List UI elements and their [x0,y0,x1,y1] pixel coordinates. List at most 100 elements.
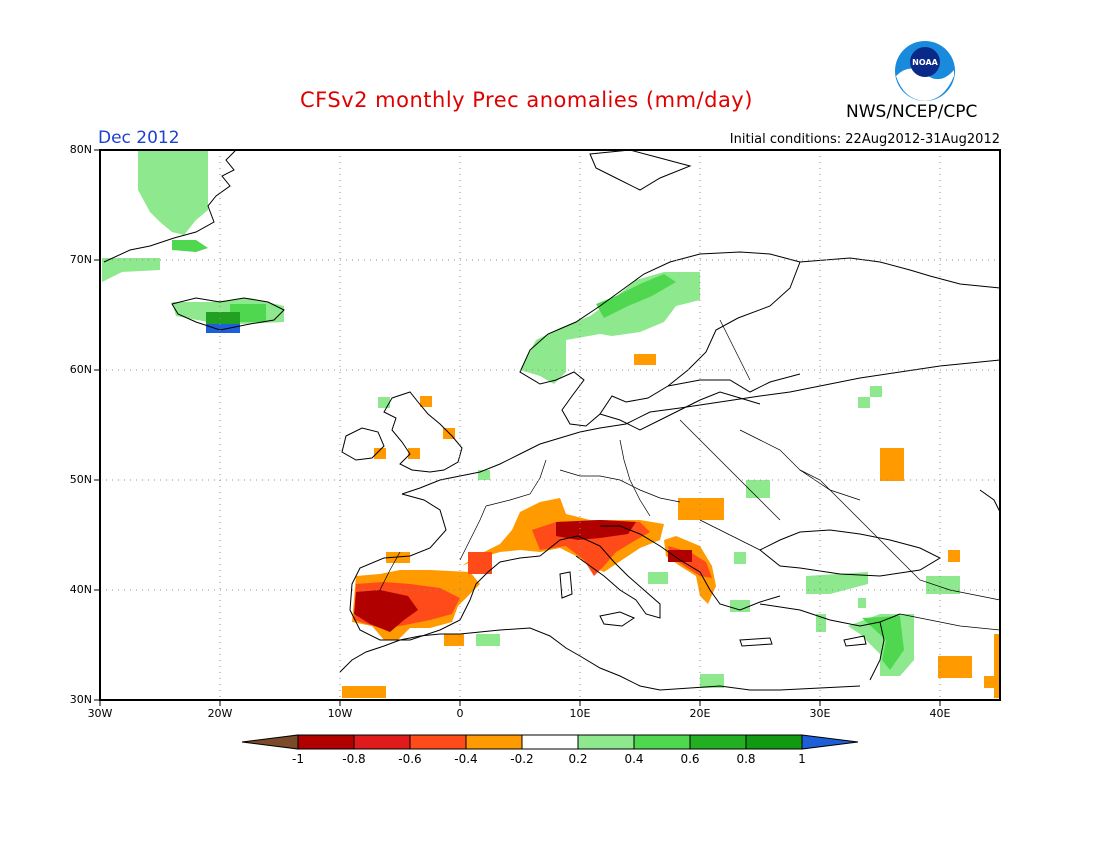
ireland-orange-anomaly [374,448,386,459]
colorbar-tick-8: 0.6 [680,752,700,766]
lon-label-10w: 10W [327,707,353,720]
cyprus-coast [843,635,867,647]
bosnia-green [734,552,746,564]
border-5 [739,429,861,501]
border-2 [559,469,681,503]
blacksea-coast [759,529,942,577]
biscay-coast [349,493,541,641]
lon-label-0: 0 [456,707,464,720]
scandinavia-coast [519,251,801,427]
iberia-darkred-anomaly [354,590,418,632]
lon-label-10e: 10E [569,707,591,720]
lat-label-70n: 70N [69,253,92,266]
spain-north-anomaly [386,552,410,563]
colorbar-bin-6 [577,734,635,750]
border-11 [899,613,1001,631]
turkey-coast [759,603,901,627]
colorbar-tick-6: 0.2 [568,752,588,766]
border-1 [485,459,547,507]
crete-coast [739,637,773,647]
colorbar-bin-2 [353,734,411,750]
balkan-darkred-anomaly [668,550,692,562]
lat-label-50n: 50N [69,473,92,486]
greenland-coast-anomaly [102,258,160,282]
sicily-coast [599,611,636,627]
noaa-logo-icon: NOAA [895,41,955,101]
logo-text: NOAA [912,58,938,67]
colorbar-bin-9 [745,734,803,750]
ukraine-green-anomaly [746,480,770,498]
hungary-orange-anomaly [678,498,724,520]
gibraltar-anomaly [444,634,464,646]
borders [379,319,1001,631]
caspian-orange [948,550,960,562]
border-4 [679,419,781,521]
continent-coast [401,359,1001,495]
colorbar-tick-5: -0.2 [510,752,534,766]
lat-label-40n: 40N [69,583,92,596]
greenland-east-anomaly [172,240,208,252]
border-8 [799,469,881,541]
graticule [100,150,1000,700]
norway-positive-anomaly [520,272,700,384]
italy-darkred-anomaly [556,520,636,540]
colorbar-bin-7 [633,734,691,750]
uk-orange-anomaly-1 [420,396,432,407]
turkey-green-anomaly [806,572,868,594]
africa-coast [339,627,861,691]
ireland-coast [341,427,385,461]
caspian-coast [979,489,1001,513]
mideast-orange-2 [984,676,996,688]
lon-label-30w: 30W [87,707,113,720]
colorbar-bin-1 [297,734,355,750]
colorbar-cap-right [801,734,859,750]
axis-ticks [94,149,941,706]
lon-label-20e: 20E [689,707,711,720]
map-title: CFSv2 monthly Prec anomalies (mm/day) [300,88,753,112]
lon-label-20w: 20W [207,707,233,720]
france-green-anomaly [478,470,490,480]
agency-label: NWS/NCEP/CPC [846,102,978,122]
border-10 [879,539,1001,601]
greenland-positive-anomaly [138,150,208,235]
colorbar-tick-2: -0.8 [342,752,366,766]
colorbar-tick-1: -1 [292,752,304,766]
wales-orange-anomaly [408,448,420,459]
colorbar-bin-8 [689,734,747,750]
egypt-green [700,674,724,688]
colorbar-tick-10: 1 [798,752,806,766]
colorbar-bin-3 [409,734,467,750]
sardinia-coast [559,571,573,599]
morocco-orange-anomaly [342,686,386,698]
initial-conditions: Initial conditions: 22Aug2012-31Aug2012 [729,132,1000,147]
uk-coast [383,391,463,473]
scotland-green-anomaly [378,397,390,408]
lat-label-30n: 30N [69,693,92,706]
colorbar-tick-9: 0.8 [736,752,756,766]
italy-coast [539,535,661,619]
greenland-coast [103,149,237,263]
finland-coast [667,373,801,393]
lat-label-80n: 80N [69,143,92,156]
russia-orange-anomaly [880,448,904,481]
valid-month: Dec 2012 [98,128,180,148]
arabia-orange [994,634,1000,698]
norway-mid-anomaly [596,274,676,318]
colorbar-tick-3: -0.6 [398,752,422,766]
kola-coast [799,257,1001,289]
colorbar [241,734,859,750]
colorbar-tick-7: 0.4 [624,752,644,766]
italy-south-green [648,572,668,584]
levant-coast [869,621,885,681]
svalbard-coast [589,149,692,191]
russia-green-anomaly-1 [870,386,882,397]
russia-green-anomaly-2 [858,397,870,408]
colorbar-cap-left [241,734,299,750]
coastlines [103,149,1001,691]
turkey-small-green [858,598,866,608]
border-7 [699,519,761,551]
colorbar-tick-4: -0.4 [454,752,478,766]
map-frame [99,149,1001,701]
border-3 [619,439,651,517]
